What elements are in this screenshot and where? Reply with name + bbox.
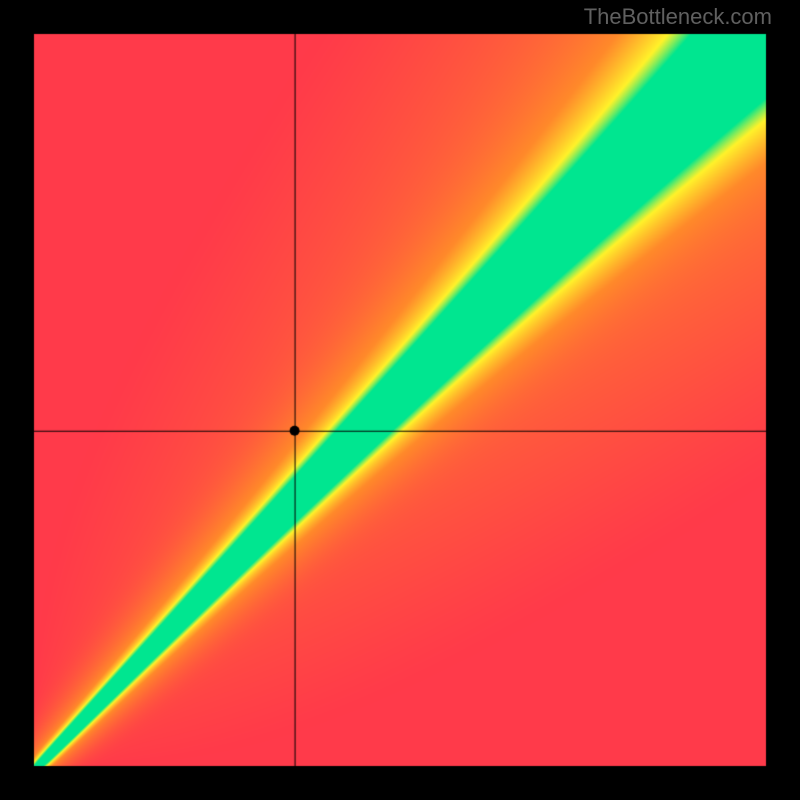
heatmap-canvas [0,0,800,800]
chart-container: TheBottleneck.com [0,0,800,800]
watermark-text: TheBottleneck.com [584,4,772,30]
